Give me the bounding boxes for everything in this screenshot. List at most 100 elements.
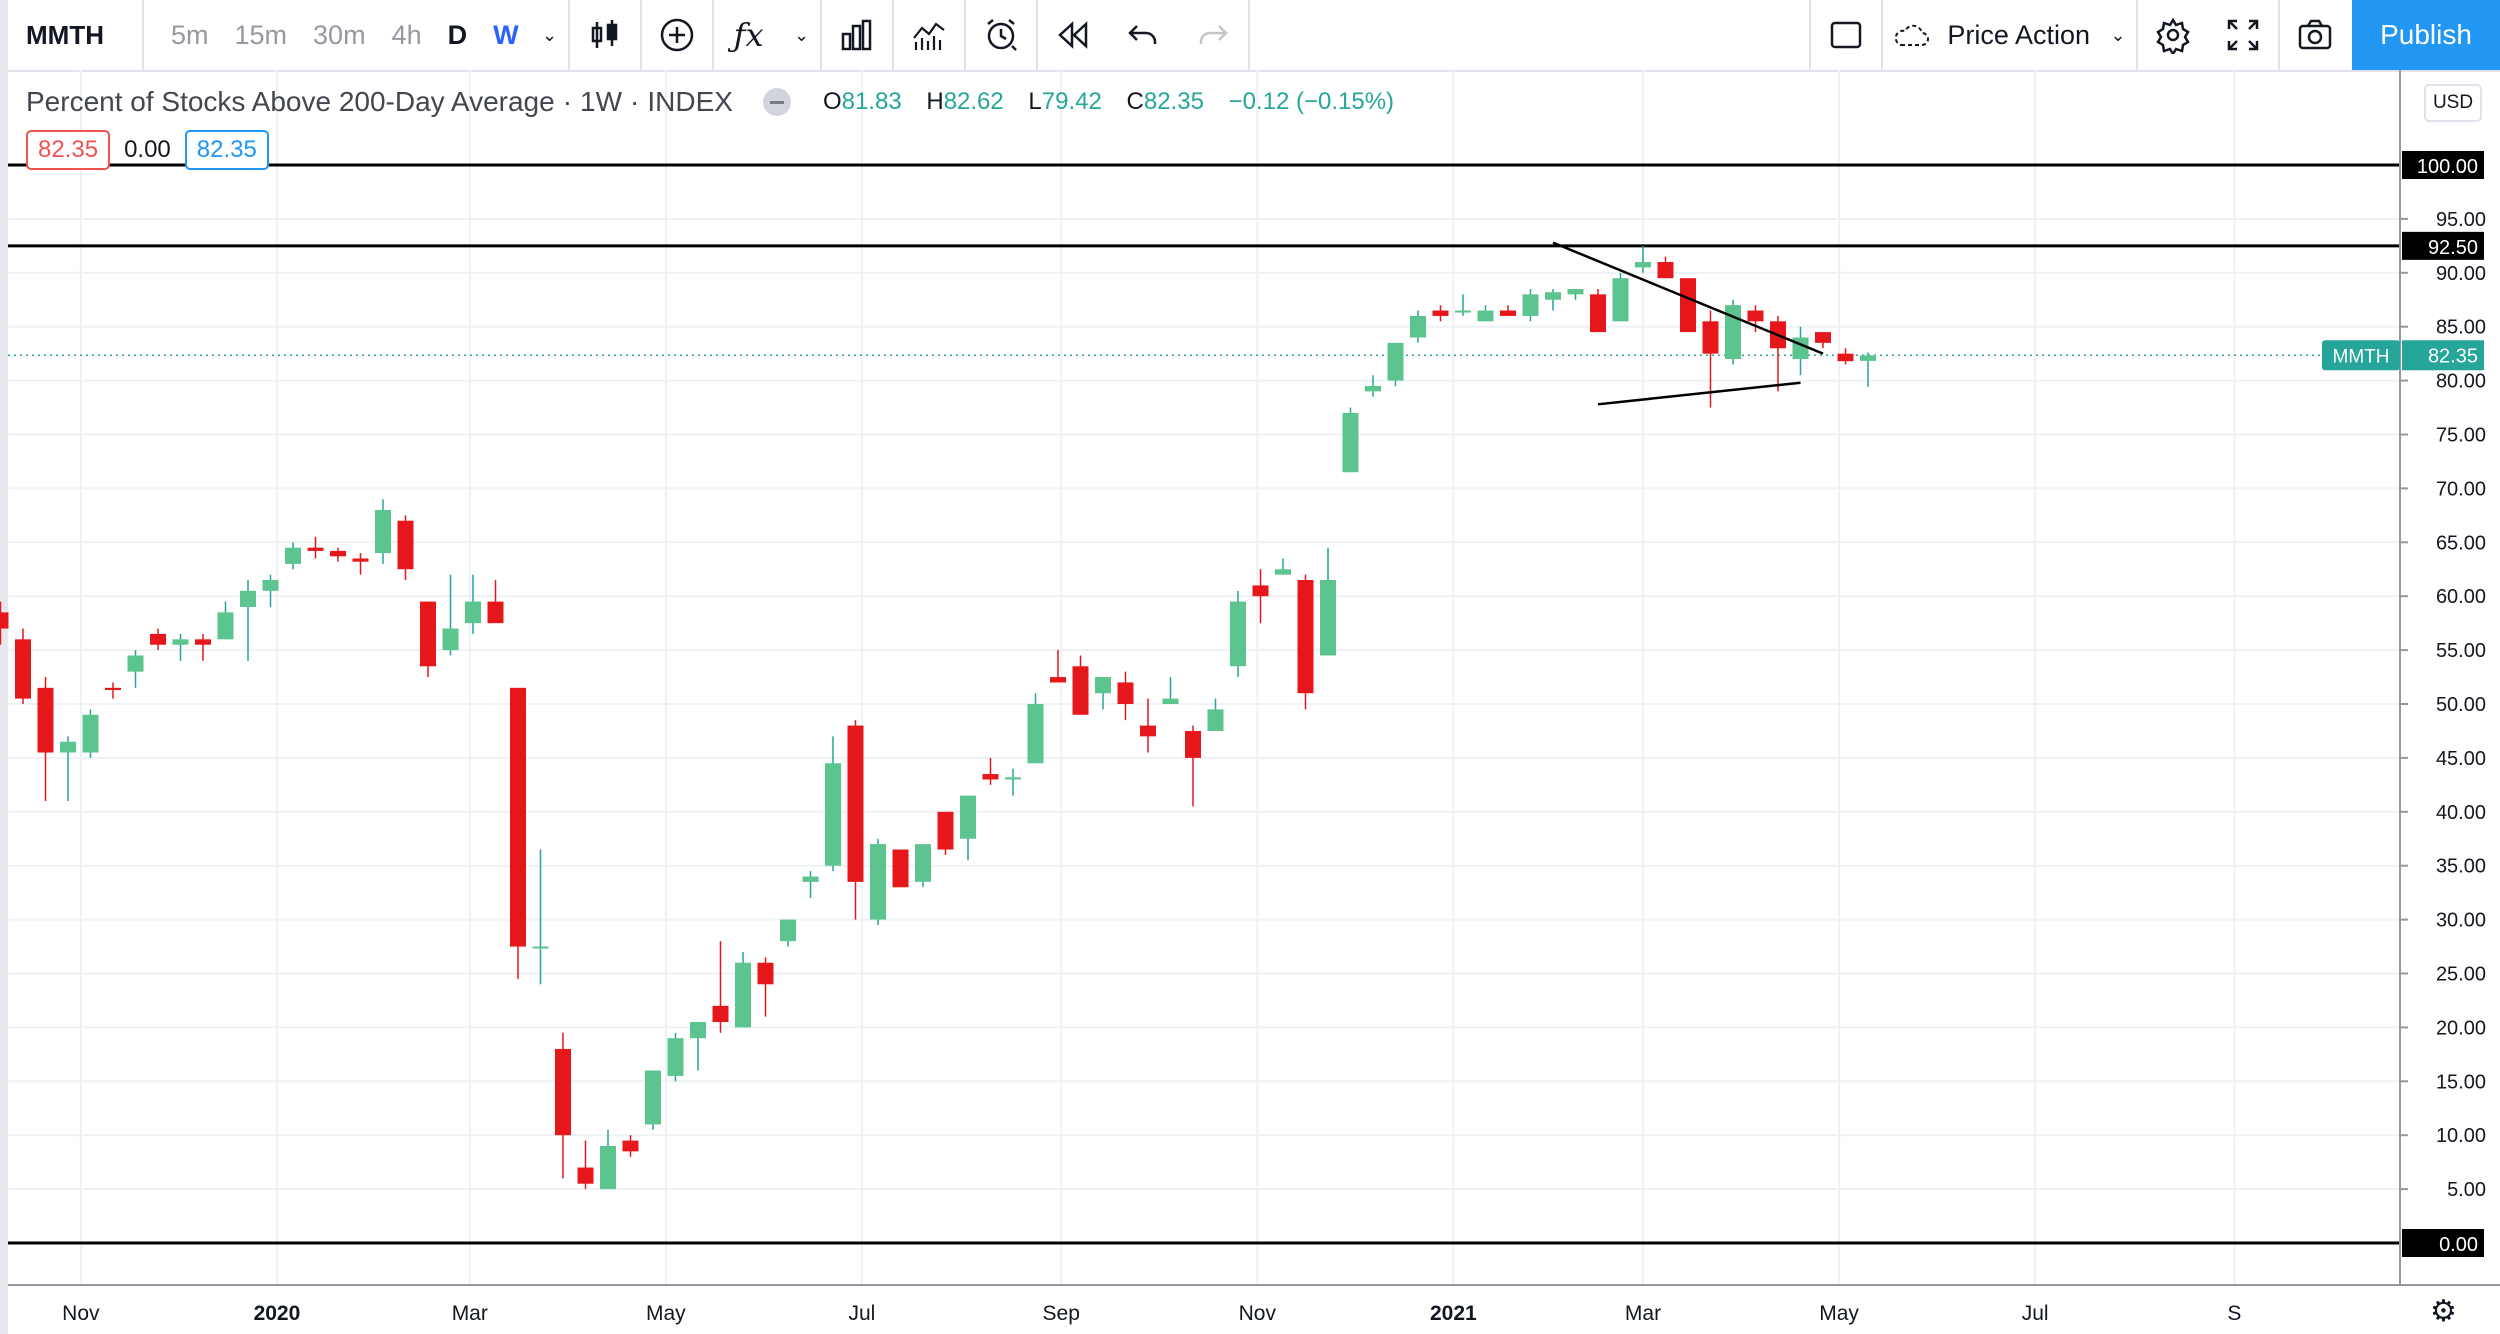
candle-body [1477,310,1494,322]
candle-body [1005,777,1021,780]
candle-body [1815,332,1831,343]
price-tick-label: 60.00 [2436,586,2486,608]
trendlines[interactable] [1552,241,1824,406]
chart-grid [8,70,2400,1285]
price-tick-label: 95.00 [2436,209,2486,231]
cloud-icon[interactable] [1883,0,1939,70]
timeframe-5m[interactable]: 5m [170,19,209,50]
price-tick-label: 35.00 [2436,856,2486,878]
value-box-plain: 0.00 [124,136,171,163]
price-tick-label: 70.00 [2436,478,2486,500]
candle-body [37,687,54,753]
timeframe-15m[interactable]: 15m [234,19,288,50]
series-legend: Percent of Stocks Above 200-Day Average … [26,86,1395,117]
candle-body [420,601,436,667]
undo-icon[interactable] [1108,0,1178,70]
time-axis[interactable]: Nov 2020 Mar May Jul Sep Nov 2021 Mar May Jul S [62,1302,2241,1325]
candle-body [172,639,189,645]
axis-settings-icon[interactable]: ⚙ [2430,1295,2457,1328]
candle-body [1590,294,1606,333]
candle-body [487,601,504,624]
timeframe-d[interactable]: D [447,19,468,50]
replay-icon[interactable] [1038,0,1108,70]
redo-icon[interactable] [1178,0,1248,70]
time-tick-label: Jul [2022,1302,2049,1325]
templates-icon[interactable] [894,0,964,70]
time-tick-label: May [646,1302,686,1325]
candle-body [60,741,76,753]
fullscreen-icon[interactable] [2208,0,2278,70]
candle-body [735,962,751,1028]
close-value: 82.35 [1143,88,1204,115]
timeframe-dropdown-icon[interactable]: ⌄ [542,24,558,45]
hline-price-label-bg [2402,1229,2484,1257]
layout-dropdown-icon[interactable]: ⌄ [2110,24,2126,45]
candle-body [1635,262,1651,268]
candle-body [1432,310,1449,316]
candle-body [1320,580,1336,656]
price-tick-label: 15.00 [2436,1071,2486,1093]
time-tick-label: Mar [452,1302,488,1325]
layout-icon[interactable] [1811,0,1881,70]
candle-body [1680,278,1696,333]
toolbar-divider [711,0,714,70]
candle-body [915,844,931,882]
candles [0,245,1876,1190]
snapshot-icon[interactable] [2280,0,2350,70]
add-compare-icon[interactable] [642,0,712,70]
publish-button[interactable]: Publish [2352,0,2500,70]
trendline[interactable] [1597,381,1801,406]
time-tick-label: S [2227,1302,2241,1325]
candle-body [240,590,256,607]
alert-icon[interactable] [966,0,1036,70]
candle-body [1185,730,1201,758]
candle-body [1230,601,1246,667]
toolbar-divider [891,0,894,70]
candle-body [622,1140,639,1152]
horizontal-lines[interactable] [8,163,2400,1245]
hide-series-icon[interactable] [762,88,791,116]
time-tick-label: Jul [848,1302,875,1325]
timeframe-30m[interactable]: 30m [313,19,366,50]
candle-body [1837,353,1854,362]
candle-body [1117,682,1134,704]
candle-body [1207,709,1224,731]
candle-body [1567,288,1584,295]
toolbar-divider [567,0,570,70]
price-tick-label: 25.00 [2436,964,2486,986]
indicators-dropdown-icon[interactable]: ⌄ [794,24,810,45]
symbol-search[interactable]: MMTH [26,19,104,50]
candle-body [1162,698,1179,704]
candle-body [330,550,346,557]
bar-style-icon[interactable] [570,0,640,70]
low-value: 79.42 [1041,88,1102,115]
indicators-icon[interactable]: ƒx [733,16,764,54]
change-value: −0.12 (−0.15%) [1228,88,1395,115]
layout-name[interactable]: Price Action [1947,19,2090,50]
candle-body [982,774,999,780]
time-tick-label: Nov [62,1302,100,1325]
price-axis[interactable]: 5.00 10.00 15.00 20.00 25.00 30.00 35.00 40.00 4… [2400,209,2486,1201]
high-value: 82.62 [943,88,1004,115]
currency-badge[interactable]: USD [2424,84,2482,122]
toolbar-divider [639,0,642,70]
timeframe-w[interactable]: W [493,19,519,50]
hline-price-label: 92.50 [2428,237,2478,259]
candle-body [1522,294,1539,316]
candle-body [1095,677,1111,694]
timeframe-4h[interactable]: 4h [391,19,422,50]
settings-icon[interactable] [2138,0,2208,70]
trendline[interactable] [1552,241,1824,355]
price-tick-label: 75.00 [2436,425,2486,447]
candle-body [690,1022,706,1039]
symbol-tag-label: MMTH [2333,346,2390,367]
candle-body [1545,292,1561,300]
candle-body [1702,321,1719,354]
hline-price-label: 100.00 [2417,156,2478,178]
symbol-tag-bg [2322,340,2400,371]
financials-icon[interactable] [822,0,892,70]
candle-body [1657,262,1674,279]
series-title[interactable]: Percent of Stocks Above 200-Day Average [26,86,555,117]
toolbar-divider [1881,0,1884,70]
